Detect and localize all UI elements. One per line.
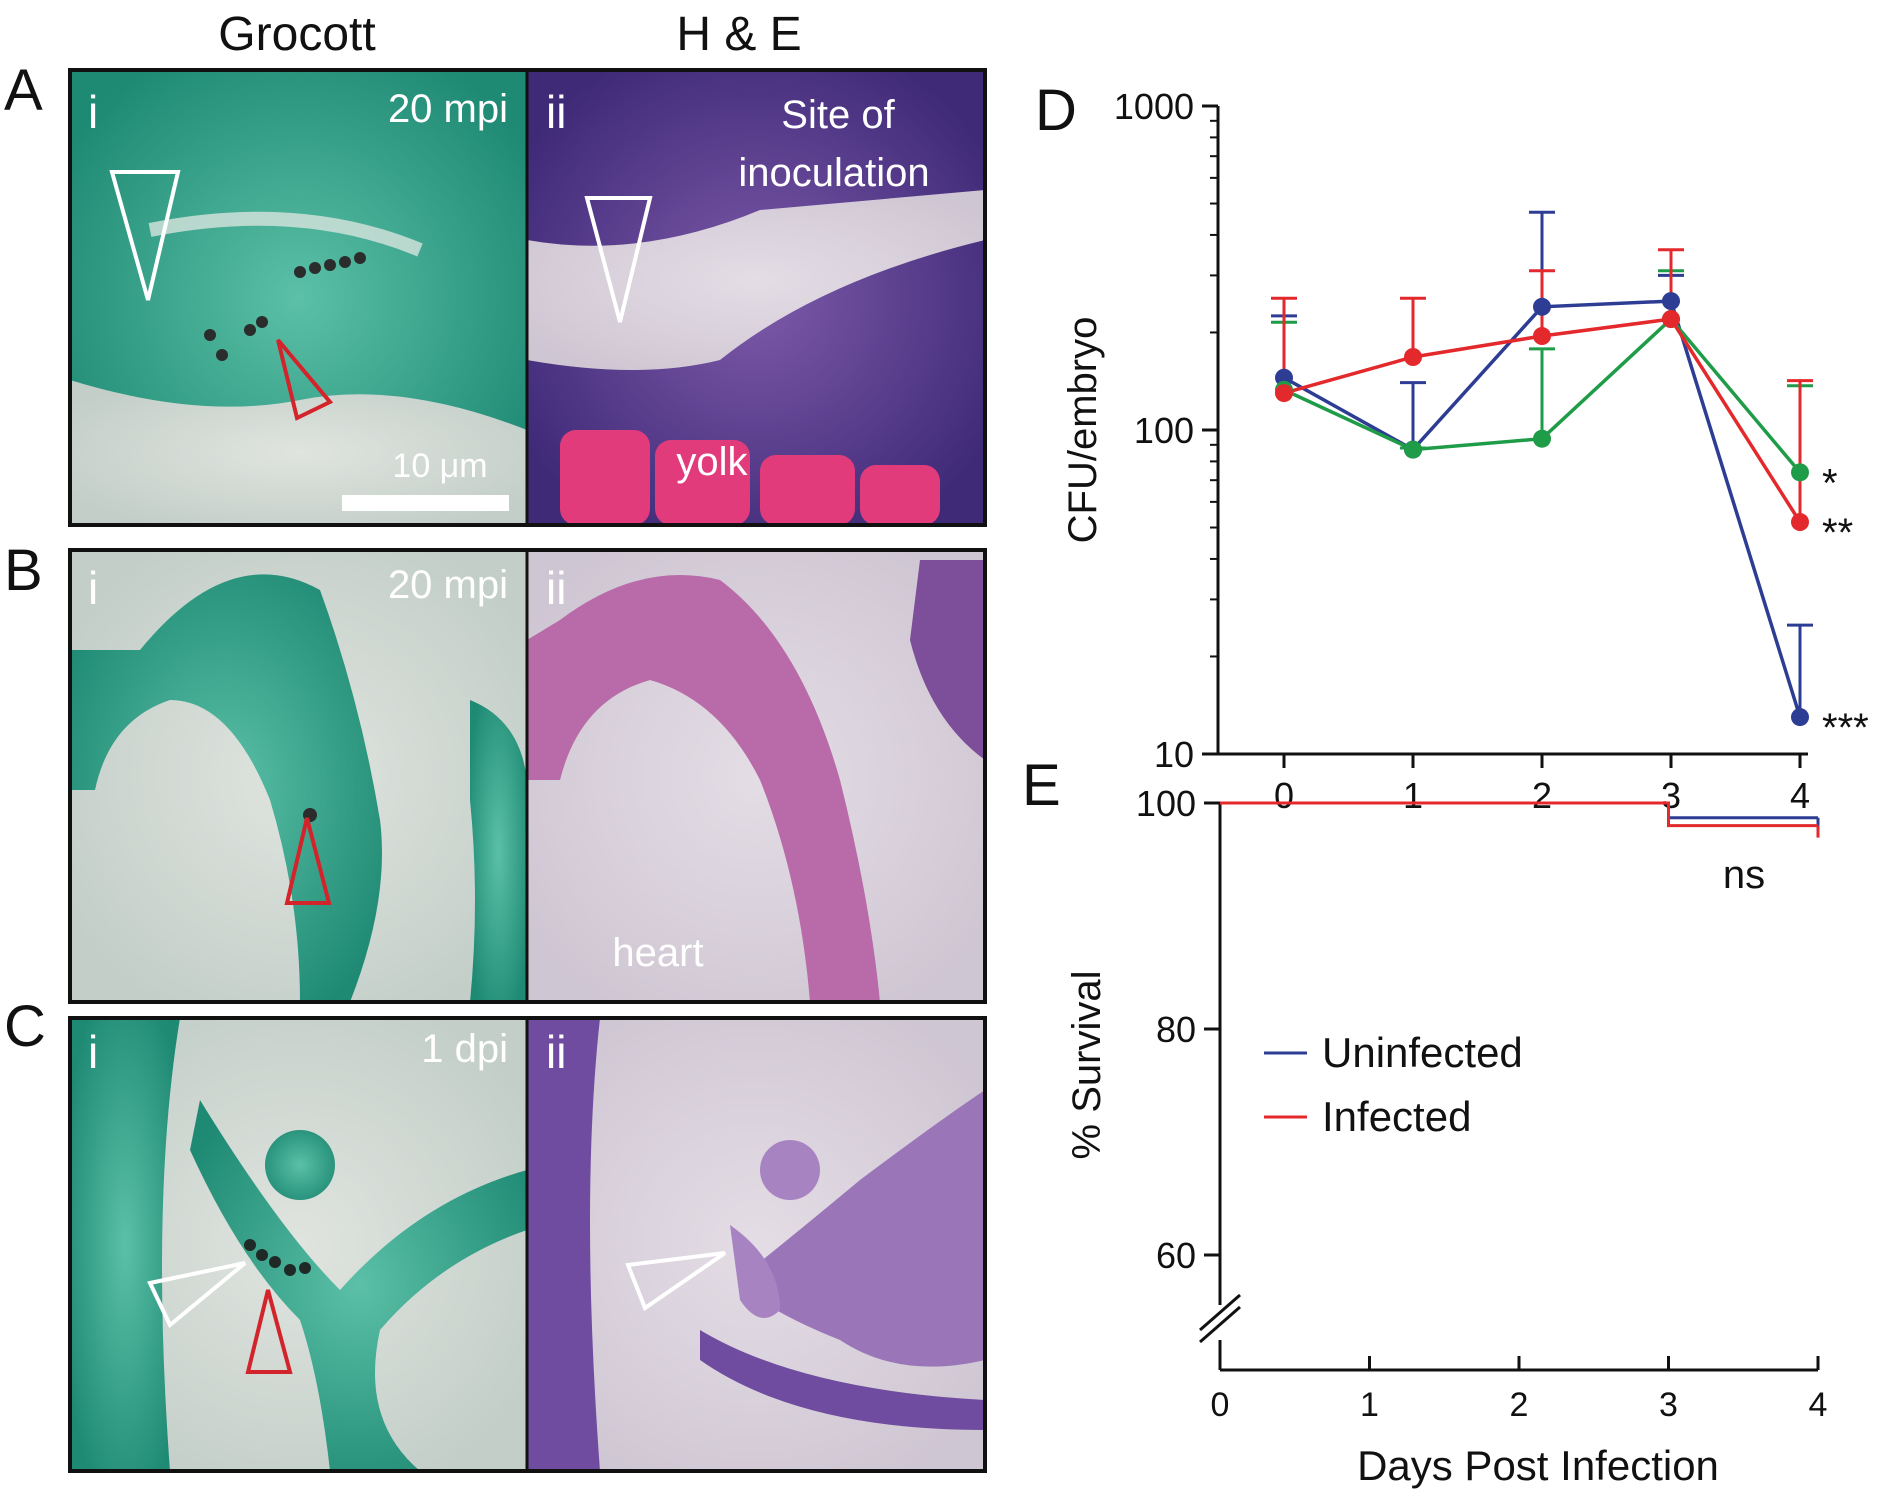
axis-break-e (1199, 1293, 1241, 1332)
label-c-i: i (88, 1026, 98, 1078)
header-grocott: Grocott (218, 8, 375, 61)
significance-marker-d: * (1822, 461, 1838, 505)
arrowhead-white-c1 (147, 1261, 247, 1329)
scale-bar (342, 495, 509, 511)
micrograph-b-grocott (70, 550, 527, 1002)
tick-label-e-y: 80 (1156, 1009, 1196, 1050)
arrowhead-red-a (276, 338, 334, 421)
micrograph-a-he (527, 70, 985, 525)
label-c-ii: ii (546, 1026, 566, 1078)
survival-line-e (1220, 801, 1818, 820)
data-point-d (1533, 327, 1551, 346)
data-point-d (1533, 297, 1551, 316)
tick-label-e-x: 4 (1809, 1386, 1828, 1424)
timepoint-a: 20 mpi (388, 87, 508, 131)
header-he: H & E (676, 8, 801, 61)
panel-letter-c: C (4, 994, 46, 1059)
tick-label-e-y: 60 (1156, 1235, 1196, 1276)
annotation-ns: ns (1723, 853, 1765, 897)
arrowhead-red-c (245, 1289, 293, 1374)
label-b-i: i (88, 562, 98, 614)
axis-label-d-y: CFU/embryo (1061, 317, 1105, 544)
tick-label-d-y: 100 (1134, 410, 1194, 451)
micrograph-b-he (527, 550, 985, 1002)
data-point-d (1275, 384, 1293, 403)
scale-bar-label: 10 μm (392, 447, 487, 485)
arrowhead-white-a2 (584, 196, 653, 323)
axis-label-e-y: % Survival (1065, 971, 1109, 1160)
arrowhead-red-b (284, 817, 332, 905)
axis-label-e-x: Days Post Infection (1357, 1442, 1719, 1489)
data-point-d (1533, 429, 1551, 448)
tick-label-e-x: 0 (1211, 1386, 1230, 1424)
data-point-d (1791, 463, 1809, 482)
label-a-ii: ii (546, 86, 566, 138)
micrograph-c-grocott (70, 1018, 527, 1471)
panel-letter-b: B (4, 538, 43, 603)
data-point-d (1662, 292, 1680, 311)
legend-label-e: Uninfected (1322, 1029, 1523, 1076)
annotation-site-of: Site of (781, 93, 895, 137)
legend-label-e: Infected (1322, 1093, 1471, 1140)
panel-letter-a: A (4, 58, 43, 123)
data-point-d (1404, 440, 1422, 459)
panel-letter-e: E (1022, 753, 1061, 818)
data-point-d (1662, 310, 1680, 329)
data-point-d (1404, 347, 1422, 366)
timepoint-c: 1 dpi (421, 1027, 508, 1071)
data-point-d (1791, 708, 1809, 727)
chart-e: 100 80 60 0 1 2 3 4 Days Post Infection % Surviva… (1065, 783, 1827, 1489)
tick-label-e-y: 100 (1136, 783, 1196, 824)
significance-marker-d: *** (1822, 706, 1869, 750)
arrowhead-white-a1 (109, 170, 181, 301)
tick-label-d-y: 10 (1154, 734, 1194, 775)
data-point-d (1791, 513, 1809, 532)
annotation-heart: heart (612, 931, 703, 975)
tick-label-e-x: 1 (1360, 1386, 1379, 1424)
survival-line-e (1220, 801, 1818, 828)
tick-label-d-x: 2 (1532, 775, 1552, 816)
label-b-ii: ii (546, 562, 566, 614)
timepoint-b: 20 mpi (388, 563, 508, 607)
annotation-yolk: yolk (676, 440, 748, 484)
arrowhead-white-c2 (625, 1251, 727, 1312)
tick-label-d-x: 3 (1661, 775, 1681, 816)
tick-label-e-x: 3 (1659, 1386, 1678, 1424)
axis-break-e (1199, 1305, 1241, 1344)
micrograph-a-grocott (70, 70, 527, 525)
tick-label-d-x: 1 (1403, 775, 1423, 816)
label-a-i: i (88, 86, 98, 138)
significance-marker-d: ** (1822, 511, 1853, 555)
tick-label-d-x: 4 (1790, 775, 1810, 816)
tick-label-d-y: 1000 (1114, 86, 1194, 127)
panel-letter-d: D (1035, 78, 1077, 143)
annotation-inoculation: inoculation (738, 151, 929, 195)
micrograph-c-he (527, 1018, 985, 1471)
tick-label-e-x: 2 (1510, 1386, 1529, 1424)
tick-label-d-x: 0 (1274, 775, 1294, 816)
